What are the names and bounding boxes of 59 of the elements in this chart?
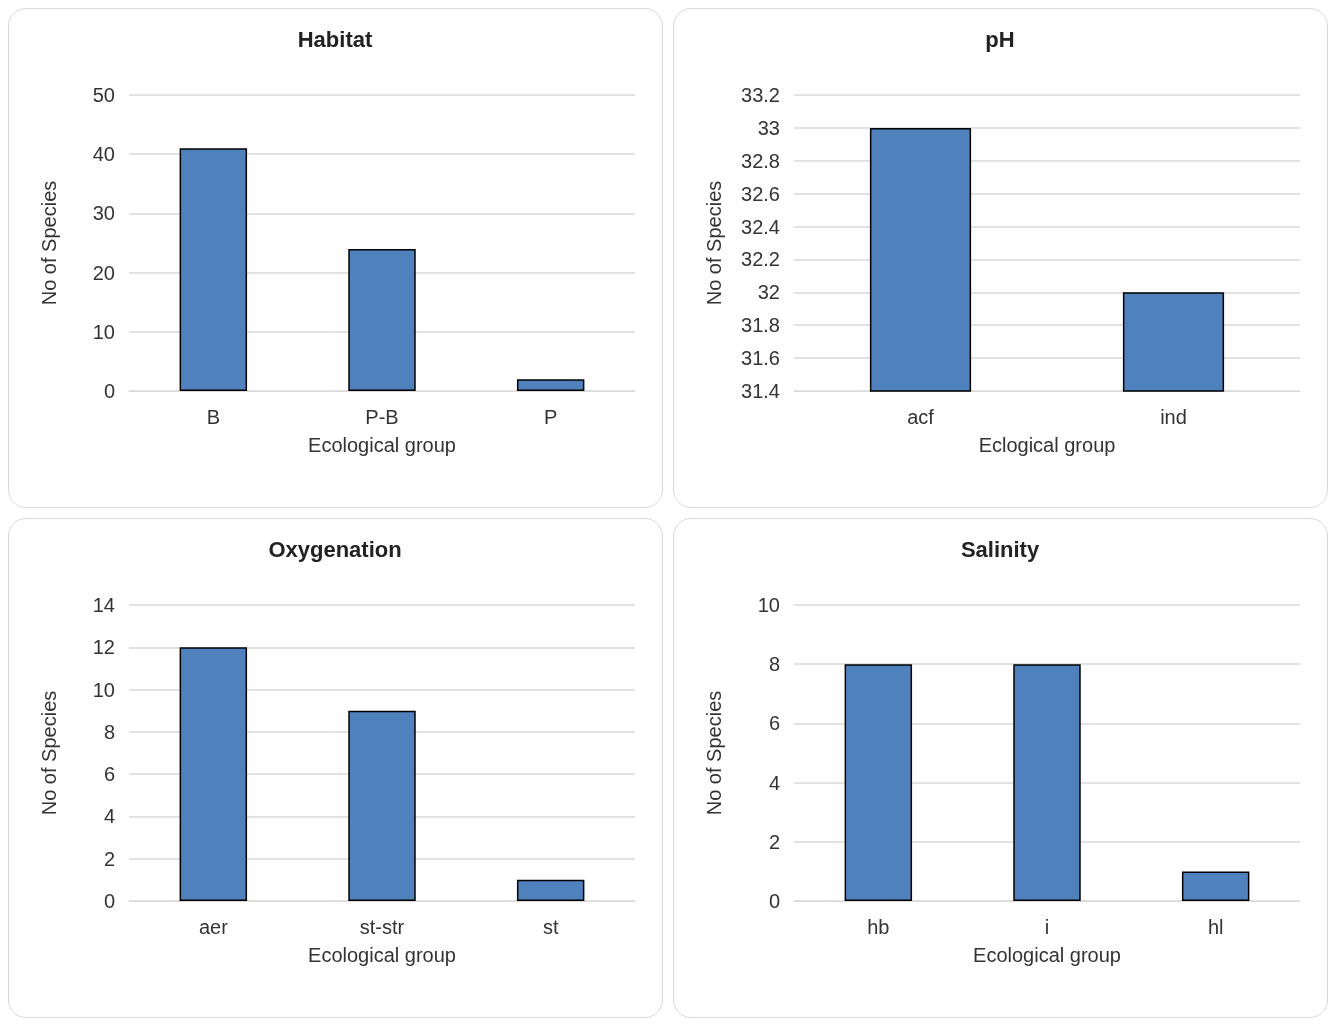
y-tick-label: 50 bbox=[92, 84, 115, 106]
y-axis-title: No of Species bbox=[703, 180, 725, 306]
bar bbox=[348, 710, 416, 901]
y-tick-label: 40 bbox=[92, 143, 115, 166]
x-tick-label: aer bbox=[198, 916, 229, 938]
x-axis-title: Ecological group bbox=[308, 434, 456, 456]
y-tick-label: 10 bbox=[757, 594, 780, 616]
y-tick-label: 10 bbox=[92, 320, 115, 343]
bar bbox=[179, 148, 248, 391]
y-tick-label: 6 bbox=[103, 763, 115, 786]
bar bbox=[348, 248, 416, 391]
y-tick-label: 8 bbox=[103, 720, 115, 743]
y-tick-label: 10 bbox=[92, 678, 115, 701]
y-tick-label: 0 bbox=[768, 890, 780, 912]
y-tick-label: 32.6 bbox=[741, 182, 780, 205]
y-tick-label: 4 bbox=[768, 771, 780, 794]
y-axis-title: No of Species bbox=[38, 180, 60, 306]
x-tick-label: P bbox=[543, 406, 558, 428]
y-tick-label: 6 bbox=[768, 712, 780, 735]
bar bbox=[179, 647, 248, 901]
y-tick-label: 8 bbox=[768, 653, 780, 676]
y-tick-label: 31.8 bbox=[741, 314, 780, 337]
chart-title: Habitat bbox=[297, 26, 373, 52]
y-tick-label: 4 bbox=[103, 805, 115, 828]
bar bbox=[516, 879, 585, 901]
y-tick-label: 33.2 bbox=[741, 84, 780, 106]
y-tick-label: 32.8 bbox=[741, 149, 780, 172]
y-tick-label: 0 bbox=[103, 380, 115, 402]
x-tick-label: B bbox=[206, 406, 221, 428]
x-axis-title: Ecological group bbox=[308, 944, 456, 966]
bar bbox=[516, 379, 585, 391]
x-axis-title: Eclogical group bbox=[978, 434, 1116, 456]
x-tick-label: i bbox=[1044, 916, 1050, 938]
y-tick-label: 33 bbox=[757, 116, 780, 139]
chart-title: Oxygenation bbox=[268, 536, 402, 562]
x-tick-label: st-str bbox=[359, 916, 405, 938]
y-tick-label: 0 bbox=[103, 890, 115, 912]
x-tick-label: hb bbox=[867, 916, 890, 938]
x-tick-label: st bbox=[542, 916, 559, 938]
x-tick-label: ind bbox=[1160, 406, 1187, 428]
chart-title: Salinity bbox=[960, 536, 1040, 562]
y-tick-label: 32.2 bbox=[741, 248, 780, 271]
x-tick-label: hl bbox=[1207, 916, 1224, 938]
y-tick-label: 31.6 bbox=[741, 347, 780, 370]
x-tick-label: P-B bbox=[365, 406, 399, 428]
y-tick-label: 32.4 bbox=[741, 215, 780, 238]
y-tick-label: 2 bbox=[103, 847, 115, 870]
y-tick-label: 32 bbox=[757, 281, 780, 304]
y-axis-title: No of Species bbox=[703, 690, 725, 816]
x-tick-label: acf bbox=[907, 406, 935, 428]
y-tick-label: 20 bbox=[92, 261, 115, 284]
y-tick-label: 14 bbox=[92, 594, 115, 616]
x-axis-title: Ecological group bbox=[973, 944, 1121, 966]
y-axis-title: No of Species bbox=[38, 690, 60, 816]
y-tick-label: 31.4 bbox=[741, 380, 780, 402]
y-tick-label: 30 bbox=[92, 202, 115, 225]
chart-title: pH bbox=[985, 26, 1015, 52]
y-tick-label: 12 bbox=[92, 636, 115, 659]
y-tick-label: 2 bbox=[768, 830, 780, 853]
